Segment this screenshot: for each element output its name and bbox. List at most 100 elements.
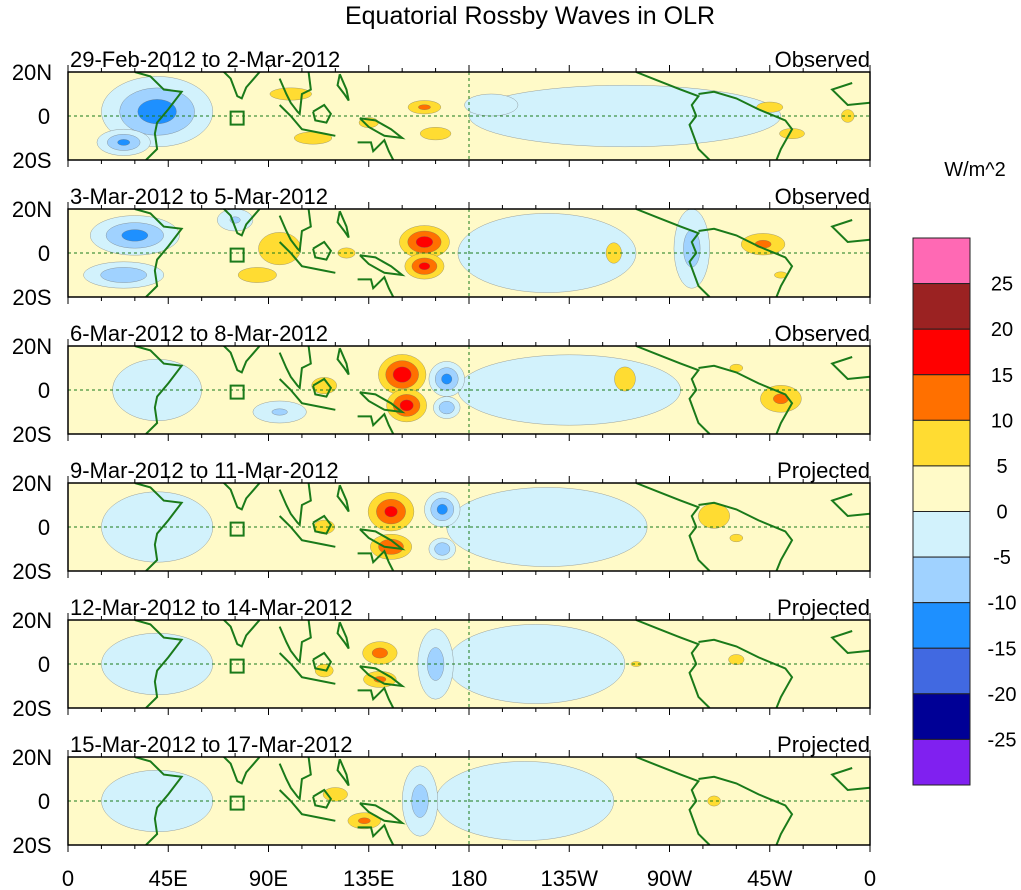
y-tick-label: 0 [38, 104, 50, 129]
coastline [278, 209, 312, 253]
anomaly-contour [630, 661, 642, 667]
colorbar-swatch [912, 374, 971, 421]
x-tick-label: 45E [149, 866, 188, 890]
panels: 29-Feb-2012 to 2-Mar-2012 Observed 20N 0 20S… [12, 47, 871, 858]
anomaly-contour [121, 229, 148, 242]
coastline [336, 484, 350, 513]
coastline [359, 802, 406, 825]
colorbar-level-label: 25 [991, 274, 1013, 296]
colorbar-swatch [912, 283, 971, 330]
coastline [134, 346, 184, 434]
x-tick-label: 135W [541, 866, 599, 890]
map-panel: 12-Mar-2012 to 14-Mar-2012 Projected 20N 0 2… [12, 595, 871, 721]
coastline [278, 757, 312, 801]
colorbar-swatch [912, 328, 971, 376]
anomaly-contour [728, 654, 745, 665]
coastline [359, 117, 406, 140]
anomaly-contour [258, 232, 301, 266]
anomaly-contour [415, 236, 433, 248]
anomaly-contour [434, 542, 451, 556]
coastline [635, 620, 711, 708]
coastline [278, 104, 336, 137]
x-tick-labels: 0 45E 90E 135E 180 135W 90W 45W 0 [62, 866, 876, 890]
coastline [312, 514, 333, 535]
coastline [357, 275, 395, 297]
x-tick-label: 90W [647, 866, 692, 890]
coastline [278, 652, 336, 685]
region-box [229, 384, 245, 400]
anomaly-contour [237, 267, 277, 283]
anomaly-contour [418, 262, 431, 270]
anomaly-contour [399, 399, 414, 412]
coastline [134, 483, 184, 571]
coastline [222, 620, 261, 648]
panel-date-range: 12-Mar-2012 to 14-Mar-2012 [70, 595, 352, 620]
anomaly-contour [729, 534, 743, 543]
region-box [229, 521, 245, 537]
anomaly-contour [707, 795, 721, 807]
y-tick-label: 20N [12, 745, 52, 770]
coastline [357, 823, 395, 845]
coastline [698, 775, 794, 845]
panel-date-range: 9-Mar-2012 to 11-Mar-2012 [70, 458, 339, 483]
y-tick-label: 0 [38, 378, 50, 403]
coastline [830, 82, 870, 107]
anomaly-contour [371, 647, 388, 659]
coastline [336, 758, 350, 787]
colorbar-swatch [912, 237, 971, 285]
colorbar-swatch [912, 556, 971, 604]
coastline [830, 767, 870, 792]
colorbar-level-label: 10 [991, 410, 1013, 432]
y-tick-label: 20N [12, 60, 52, 85]
anomaly-contour [411, 784, 429, 818]
x-tick-label: 135E [343, 866, 394, 890]
coastline [698, 501, 794, 571]
coastline [222, 209, 261, 237]
anomaly-contour [420, 127, 452, 141]
x-tick-label: 90E [249, 866, 288, 890]
coastline [830, 356, 870, 381]
colorbar-swatch [912, 419, 971, 467]
map-panel: 6-Mar-2012 to 8-Mar-2012 Observed 20N 0 20S [12, 321, 871, 447]
y-tick-label: 0 [38, 241, 50, 266]
region-box [229, 658, 245, 674]
coastline [698, 364, 794, 434]
coastline [312, 651, 333, 672]
anomaly-contour [269, 87, 312, 101]
coastline [357, 412, 395, 434]
colorbar-unit-label: W/m^2 [944, 159, 1006, 181]
contour-field [68, 483, 870, 571]
colorbar-level-label: -5 [993, 547, 1011, 569]
anomaly-contour [392, 366, 412, 383]
y-tick-label: 0 [38, 515, 50, 540]
anomaly-contour [457, 213, 637, 293]
coastline [222, 483, 261, 511]
map-panel: 29-Feb-2012 to 2-Mar-2012 Observed 20N 0 20S [12, 47, 871, 173]
anomaly-contour [756, 101, 784, 113]
region-box [229, 247, 245, 263]
y-tick-label: 20S [12, 422, 51, 447]
panel-date-range: 29-Feb-2012 to 2-Mar-2012 [70, 47, 340, 72]
colorbar-level-label: 15 [991, 365, 1013, 387]
coastline [278, 378, 336, 411]
coastline [359, 391, 406, 414]
colorbar-swatch [912, 693, 971, 740]
coastline [278, 346, 312, 390]
anomaly-contour [754, 240, 772, 249]
coastline [635, 72, 711, 160]
anomaly-contour [384, 506, 398, 518]
coastline [278, 72, 312, 116]
y-tick-label: 20N [12, 608, 52, 633]
figure-title: Equatorial Rossby Waves in OLR [345, 2, 715, 30]
coastline [278, 515, 336, 548]
y-tick-label: 20N [12, 471, 52, 496]
coastline [336, 210, 350, 239]
coastline [336, 347, 350, 376]
coastline [359, 254, 406, 277]
y-tick-label: 20S [12, 696, 51, 721]
colorbar-level-label: -20 [988, 684, 1017, 706]
x-tick-label: 45W [747, 866, 792, 890]
coastline [336, 621, 350, 650]
coastline [312, 103, 333, 124]
